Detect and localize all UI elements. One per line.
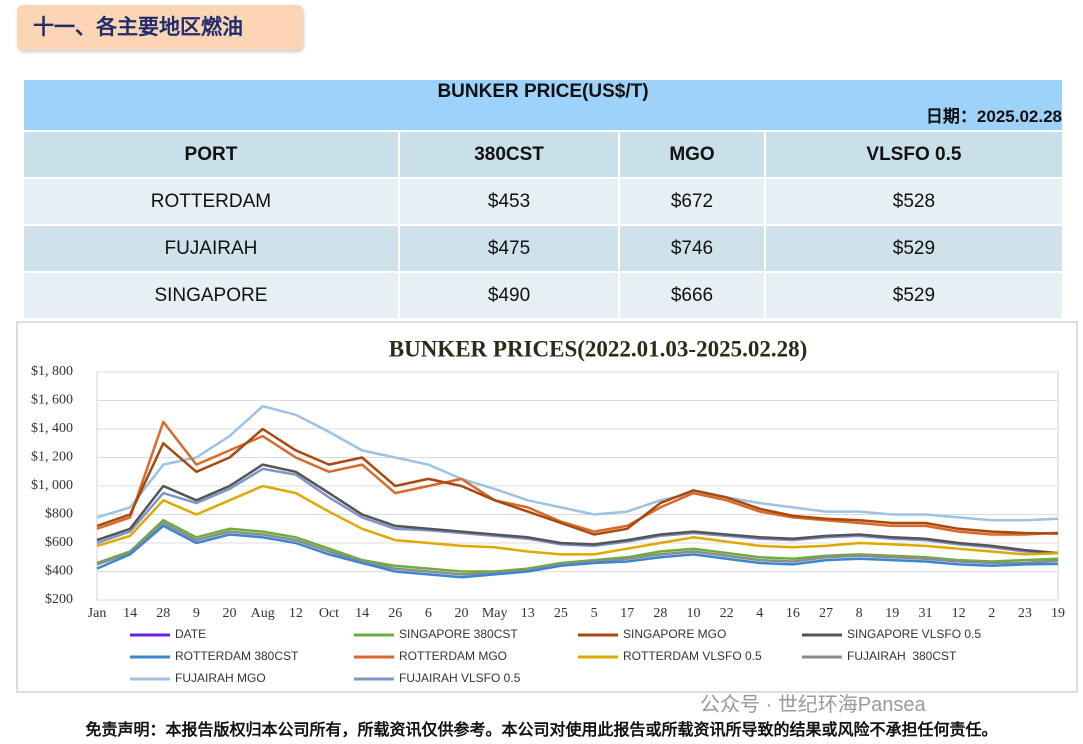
table-cell: FUJAIRAH bbox=[22, 224, 400, 273]
series-line bbox=[96, 404, 1059, 522]
series-line bbox=[96, 463, 1059, 555]
y-tick-label: $1, 800 bbox=[31, 364, 73, 379]
y-tick-label: $800 bbox=[45, 507, 73, 522]
x-tick-label: 20 bbox=[223, 606, 237, 621]
y-tick-label: $600 bbox=[45, 535, 73, 550]
x-tick-label: 10 bbox=[686, 606, 700, 621]
series-line bbox=[96, 521, 1059, 576]
table-cell: $529 bbox=[763, 224, 1065, 273]
chart-title: BUNKER PRICES(2022.01.03-2025.02.28) bbox=[389, 336, 807, 361]
chart-frame bbox=[16, 321, 1078, 693]
series-line bbox=[96, 524, 1059, 579]
legend-label: SINGAPORE VLSFO 0.5 bbox=[847, 627, 981, 641]
legend-label: ROTTERDAM MGO bbox=[399, 649, 507, 663]
y-tick-label: $1, 000 bbox=[31, 478, 73, 493]
series-line bbox=[96, 518, 1059, 573]
table-title-cell: BUNKER PRICE(US$/T) 日期：2025.02.28 bbox=[22, 78, 1064, 132]
series-line bbox=[96, 467, 1059, 555]
section-header: 十一、各主要地区燃油 bbox=[17, 5, 303, 50]
x-tick-label: 19 bbox=[1051, 606, 1065, 621]
table-date: 日期：2025.02.28 bbox=[925, 107, 1062, 126]
x-tick-label: 20 bbox=[455, 606, 469, 621]
legend-label: FUJAIRAH MGO bbox=[175, 671, 266, 685]
legend-label: DATE bbox=[175, 627, 206, 641]
x-tick-label: 28 bbox=[156, 606, 170, 621]
column-header: PORT bbox=[22, 130, 400, 179]
column-header: MGO bbox=[618, 130, 766, 179]
table-cell: $672 bbox=[618, 177, 766, 226]
disclaimer: 免责声明：本报告版权归本公司所有，所载资讯仅供参考。本公司对使用此报告或所载资讯… bbox=[85, 722, 998, 739]
y-tick-label: $1, 600 bbox=[31, 393, 73, 408]
legend-label: ROTTERDAM VLSFO 0.5 bbox=[623, 649, 762, 663]
table-row: FUJAIRAH $475 $746 $529 bbox=[22, 224, 1065, 273]
x-tick-label: 27 bbox=[819, 606, 833, 621]
x-tick-label: 28 bbox=[653, 606, 667, 621]
x-tick-label: Oct bbox=[319, 606, 339, 621]
x-tick-label: 14 bbox=[123, 606, 137, 621]
table-cell: $666 bbox=[618, 271, 766, 320]
x-tick-label: 9 bbox=[193, 606, 200, 621]
table-cell: $528 bbox=[763, 177, 1065, 226]
x-tick-label: 5 bbox=[591, 606, 598, 621]
legend-label: SINGAPORE 380CST bbox=[399, 627, 518, 641]
x-tick-label: 8 bbox=[856, 606, 863, 621]
x-tick-label: 19 bbox=[885, 606, 899, 621]
x-tick-label: 26 bbox=[388, 606, 402, 621]
x-tick-label: 16 bbox=[786, 606, 800, 621]
table-title: BUNKER PRICE(US$/T) bbox=[437, 81, 649, 102]
table-cell: ROTTERDAM bbox=[22, 177, 400, 226]
table-cell: $490 bbox=[397, 271, 621, 320]
legend-label: ROTTERDAM 380CST bbox=[175, 649, 299, 663]
table-cell: $529 bbox=[763, 271, 1065, 320]
x-tick-label: 2 bbox=[988, 606, 995, 621]
x-tick-label: May bbox=[482, 606, 508, 621]
column-header: VLSFO 0.5 bbox=[763, 130, 1065, 179]
y-tick-label: $1, 200 bbox=[31, 450, 73, 465]
table-cell: $746 bbox=[618, 224, 766, 273]
x-tick-label: 23 bbox=[1018, 606, 1032, 621]
price-table: BUNKER PRICE(US$/T) 日期：2025.02.28 PORT 38… bbox=[22, 78, 1065, 320]
x-tick-label: Jan bbox=[88, 606, 107, 621]
y-tick-label: $400 bbox=[45, 564, 73, 579]
table-row: ROTTERDAM $453 $672 $528 bbox=[22, 177, 1065, 226]
x-tick-label: 12 bbox=[289, 606, 303, 621]
x-tick-label: 22 bbox=[720, 606, 734, 621]
watermark: 公众号 · 世纪环海Pansea bbox=[700, 694, 926, 716]
legend-label: FUJAIRAH 380CST bbox=[847, 649, 957, 663]
legend-label: FUJAIRAH VLSFO 0.5 bbox=[399, 671, 521, 685]
table-cell: $475 bbox=[397, 224, 621, 273]
table-cell: $453 bbox=[397, 177, 621, 226]
x-tick-label: 14 bbox=[355, 606, 369, 621]
y-tick-label: $200 bbox=[45, 592, 73, 607]
series-line bbox=[96, 427, 1059, 536]
column-header: 380CST bbox=[397, 130, 621, 179]
x-tick-label: 17 bbox=[620, 606, 634, 621]
table-cell: SINGAPORE bbox=[22, 271, 400, 320]
x-tick-label: 25 bbox=[554, 606, 568, 621]
x-tick-label: Aug bbox=[251, 606, 275, 621]
x-tick-label: 6 bbox=[425, 606, 432, 621]
table-row: SINGAPORE $490 $666 $529 bbox=[22, 271, 1065, 320]
x-tick-label: 13 bbox=[521, 606, 535, 621]
x-tick-label: 31 bbox=[918, 606, 932, 621]
x-tick-label: 4 bbox=[756, 606, 763, 621]
x-tick-label: 12 bbox=[952, 606, 966, 621]
series-line bbox=[96, 484, 1059, 556]
series-line bbox=[96, 420, 1059, 536]
header-row: PORT 380CST MGO VLSFO 0.5 bbox=[22, 130, 1065, 179]
legend-label: SINGAPORE MGO bbox=[623, 627, 726, 641]
y-tick-label: $1, 400 bbox=[31, 421, 73, 436]
